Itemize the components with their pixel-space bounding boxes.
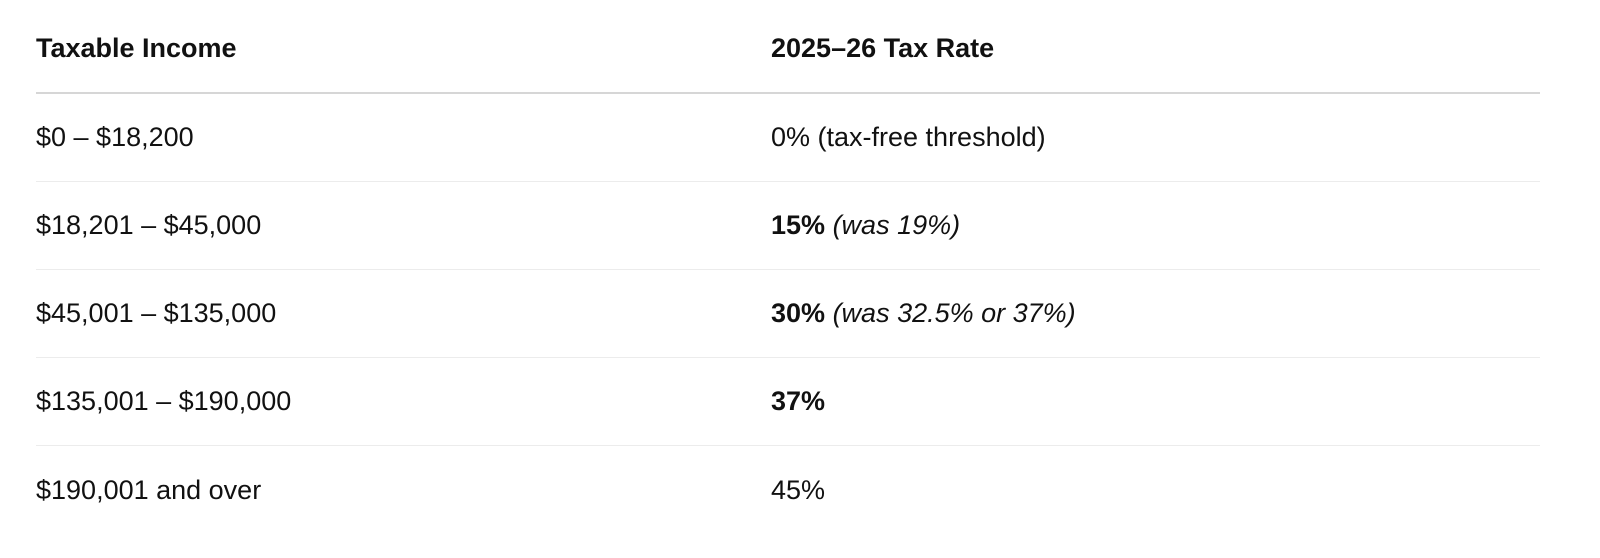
table-row: $135,001 – $190,000 37% xyxy=(36,358,1540,446)
rate-value: 15% xyxy=(771,210,826,240)
table-row: $0 – $18,200 0% (tax-free threshold) xyxy=(36,94,1540,182)
tax-rate-table: Taxable Income 2025–26 Tax Rate $0 – $18… xyxy=(36,0,1540,534)
rate-cell: 45% xyxy=(771,475,1540,506)
income-cell: $190,001 and over xyxy=(36,474,262,505)
rate-cell: 15% (was 19%) xyxy=(771,210,1540,241)
table-row: $45,001 – $135,000 30% (was 32.5% or 37%… xyxy=(36,270,1540,358)
income-cell: $0 – $18,200 xyxy=(36,122,194,152)
rate-previous-note: (was 19%) xyxy=(832,210,961,240)
income-cell: $45,001 – $135,000 xyxy=(36,298,277,328)
rate-previous-note: (was 32.5% or 37%) xyxy=(832,298,1076,328)
rate-value: 0% (tax-free threshold) xyxy=(771,122,1046,152)
rate-cell: 30% (was 32.5% or 37%) xyxy=(771,298,1540,329)
income-cell: $135,001 – $190,000 xyxy=(36,386,292,416)
rate-value: 30% xyxy=(771,298,826,328)
rate-cell: 37% xyxy=(771,386,1540,417)
rate-value: 37% xyxy=(771,386,826,416)
rate-cell: 0% (tax-free threshold) xyxy=(771,122,1540,153)
table-row: $190,001 and over 45% xyxy=(36,446,1540,534)
income-cell: $18,201 – $45,000 xyxy=(36,210,262,240)
rate-value: 45% xyxy=(771,474,826,505)
column-header-tax-rate: 2025–26 Tax Rate xyxy=(771,32,995,63)
table-header-row: Taxable Income 2025–26 Tax Rate xyxy=(36,0,1540,94)
column-header-taxable-income: Taxable Income xyxy=(36,32,237,63)
table-row: $18,201 – $45,000 15% (was 19%) xyxy=(36,182,1540,270)
